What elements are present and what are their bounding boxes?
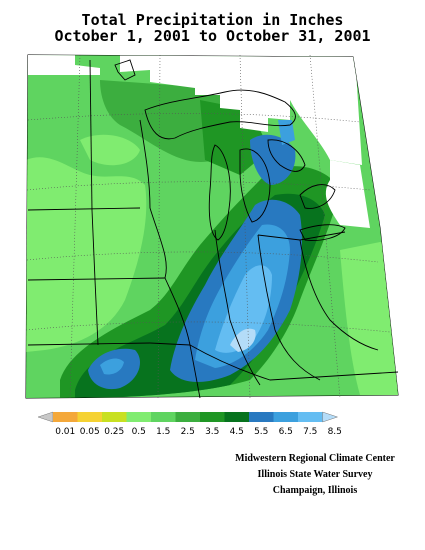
legend-swatch: [126, 412, 151, 422]
legend-labels: 0.01 0.05 0.25 0.5 1.5 2.5 3.5 4.5 5.5 6.5 7.5 8.5: [55, 427, 342, 437]
legend-label: 6.5: [279, 427, 293, 437]
legend-swatch: [224, 412, 249, 422]
map-subtitle: October 1, 2001 to October 31, 2001: [54, 27, 371, 45]
legend-label: 2.5: [181, 427, 195, 437]
legend-arrow-low: [37, 411, 54, 423]
credit-survey: Illinois State Water Survey: [257, 469, 373, 480]
legend-swatch: [102, 412, 127, 422]
legend-label: 5.5: [254, 427, 268, 437]
state-borders: [27, 59, 399, 399]
legend-swatch: [298, 412, 323, 422]
legend-swatch: [273, 412, 298, 422]
credit-center: Midwestern Regional Climate Center: [235, 453, 395, 464]
lake-shorelines: [114, 59, 346, 241]
map-title: Total Precipitation in Inches: [81, 11, 344, 29]
legend-swatch: [77, 412, 102, 422]
credit-location: Champaign, Illinois: [272, 485, 358, 496]
legend-label: 8.5: [328, 427, 342, 437]
legend-swatch: [249, 412, 274, 422]
no-data-area: [325, 160, 370, 228]
precip-zone-light-west: [26, 157, 147, 352]
legend-swatch: [53, 412, 78, 422]
legend-label: 7.5: [303, 427, 317, 437]
graticule-lines: [25, 54, 391, 399]
legend-label: 3.5: [205, 427, 219, 437]
legend-swatches: [37, 411, 339, 423]
precip-zone-light-east: [340, 240, 398, 395]
legend-label: 0.5: [132, 427, 146, 437]
legend-swatch: [200, 412, 225, 422]
legend-swatch: [175, 412, 200, 422]
legend-label: 4.5: [230, 427, 244, 437]
legend-label: 0.25: [104, 427, 124, 437]
legend-swatch: [151, 412, 176, 422]
legend-label: 1.5: [156, 427, 170, 437]
legend-arrow-high: [322, 411, 339, 423]
legend-label: 0.05: [80, 427, 100, 437]
legend-label: 0.01: [55, 427, 75, 437]
